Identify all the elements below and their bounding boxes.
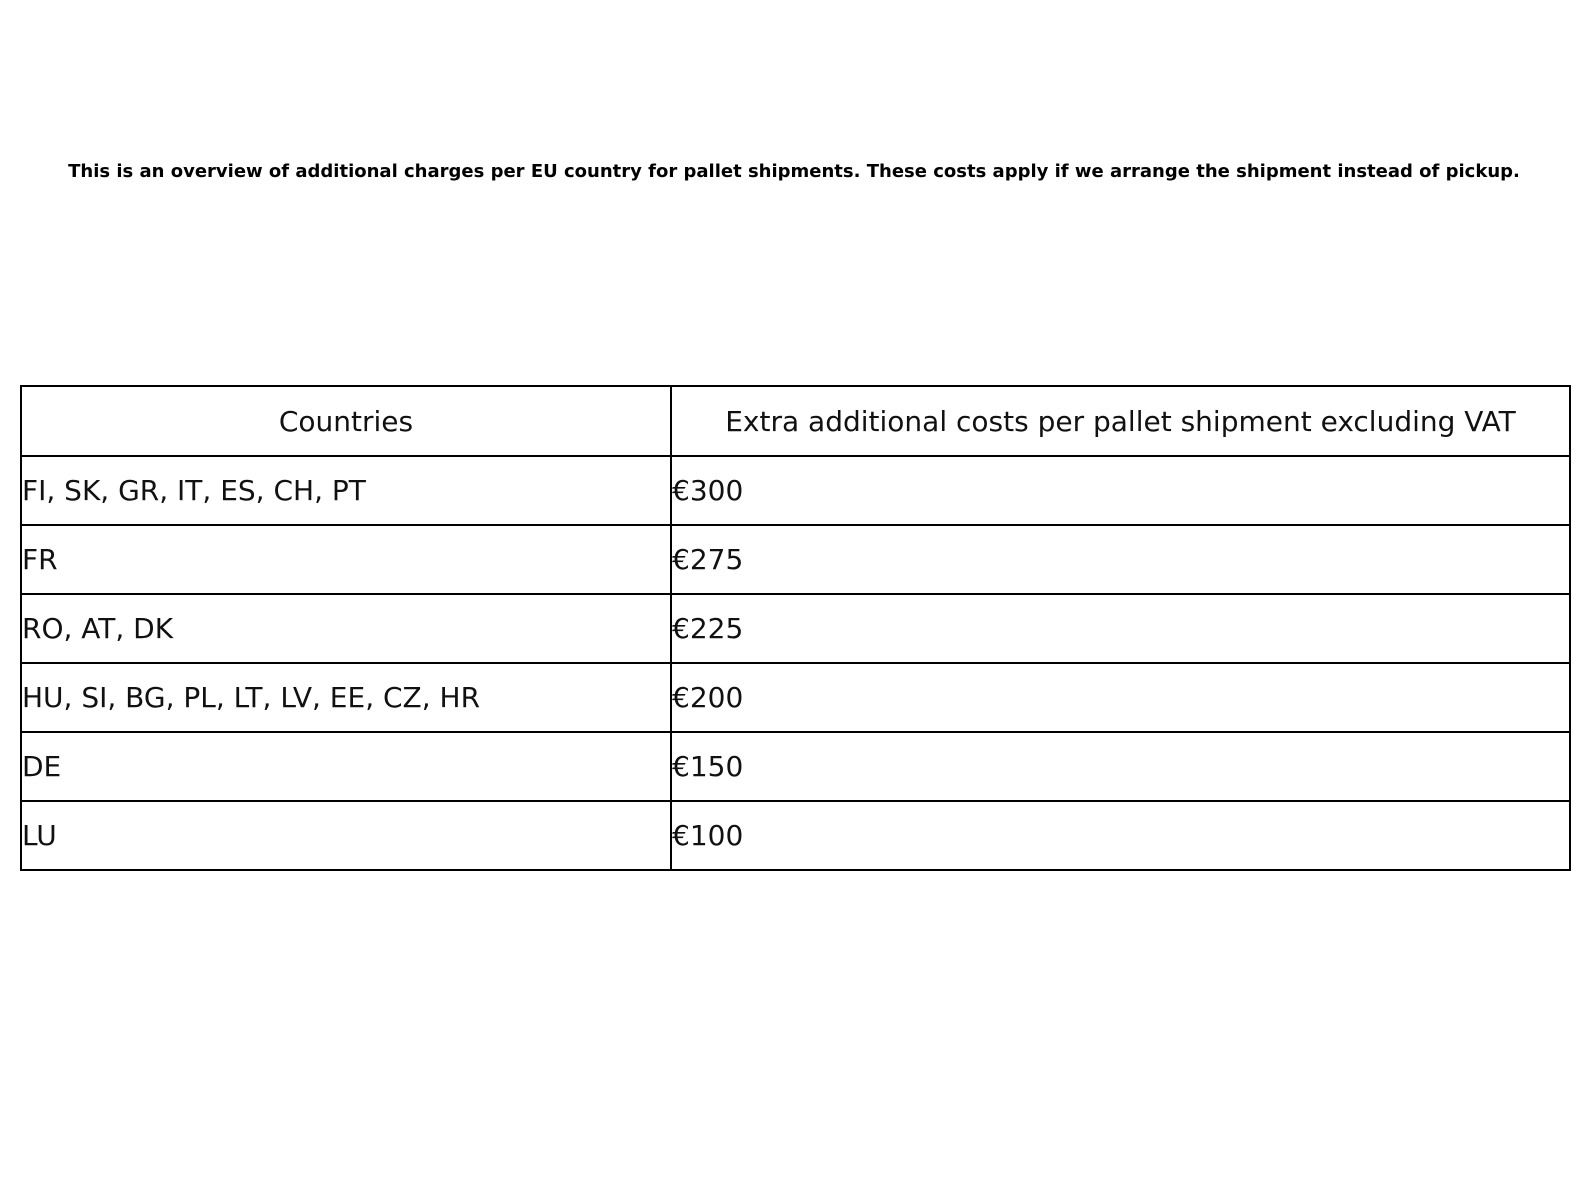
- cost-cell: €300: [670, 455, 1571, 526]
- table-row: LU €100: [20, 800, 1571, 871]
- countries-cell: LU: [20, 800, 672, 871]
- countries-cell: HU, SI, BG, PL, LT, LV, EE, CZ, HR: [20, 662, 672, 733]
- table-row: RO, AT, DK €225: [20, 593, 1571, 664]
- page-title: This is an overview of additional charge…: [68, 161, 1520, 182]
- cost-cell: €275: [670, 524, 1571, 595]
- table-row: HU, SI, BG, PL, LT, LV, EE, CZ, HR €200: [20, 662, 1571, 733]
- column-header-extra-costs: Extra additional costs per pallet shipme…: [670, 385, 1571, 457]
- table-row: DE €150: [20, 731, 1571, 802]
- cost-cell: €200: [670, 662, 1571, 733]
- table-row: FI, SK, GR, IT, ES, CH, PT €300: [20, 455, 1571, 526]
- table-header-row: Countries Extra additional costs per pal…: [20, 385, 1571, 457]
- countries-cell: DE: [20, 731, 672, 802]
- cost-cell: €225: [670, 593, 1571, 664]
- charges-table: Countries Extra additional costs per pal…: [20, 385, 1571, 871]
- countries-cell: RO, AT, DK: [20, 593, 672, 664]
- countries-cell: FR: [20, 524, 672, 595]
- column-header-countries: Countries: [20, 385, 672, 457]
- cost-cell: €100: [670, 800, 1571, 871]
- cost-cell: €150: [670, 731, 1571, 802]
- countries-cell: FI, SK, GR, IT, ES, CH, PT: [20, 455, 672, 526]
- table-row: FR €275: [20, 524, 1571, 595]
